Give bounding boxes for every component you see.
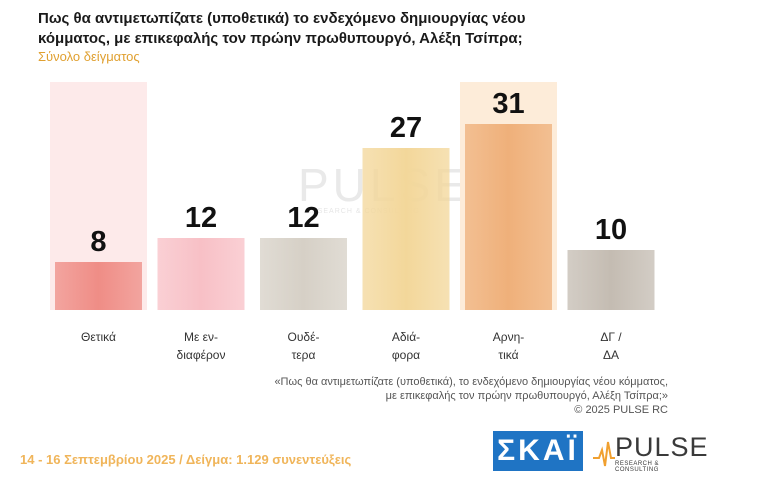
category-label-1-1: διαφέρον bbox=[177, 348, 226, 362]
category-label-2-0: Ουδέ- bbox=[288, 330, 320, 344]
pulse-logo-text: PULSE bbox=[615, 432, 709, 462]
value-label-0: 8 bbox=[90, 226, 106, 258]
skai-logo: ΣΚΑΪ bbox=[493, 431, 583, 471]
bar-0 bbox=[55, 262, 142, 310]
bar-2 bbox=[260, 238, 347, 310]
bar-chart: 8 Θετικά 12 Με εν-διαφέρον 12 Ουδέ-τερα 27 Αδιά… bbox=[50, 82, 655, 362]
question-quote: «Πως θα αντιμετωπίζατε (υποθετικά), το ε… bbox=[168, 375, 668, 417]
value-label-1: 12 bbox=[185, 202, 217, 234]
category-label-4-0: Αρνη- bbox=[493, 330, 525, 344]
value-label-3: 27 bbox=[390, 112, 422, 144]
category-label-5-0: ΔΓ / bbox=[600, 330, 622, 344]
category-label-0-0: Θετικά bbox=[81, 330, 116, 344]
pulse-wave-icon bbox=[593, 441, 615, 467]
quote-line-2: με επικεφαλής τον πρώην πρωθυπουργό, Αλέ… bbox=[385, 390, 668, 402]
bar-1 bbox=[157, 238, 245, 310]
pulse-logo-subtitle: RESEARCH & CONSULTING bbox=[615, 461, 660, 473]
bar-4 bbox=[465, 124, 552, 310]
quote-line-1: «Πως θα αντιμετωπίζατε (υποθετικά), το ε… bbox=[274, 376, 668, 388]
value-label-4: 31 bbox=[492, 88, 524, 120]
chart-subtitle: Σύνολο δείγματος bbox=[38, 49, 140, 64]
value-label-2: 12 bbox=[287, 202, 319, 234]
category-label-4-1: τικά bbox=[498, 348, 518, 362]
category-label-1-0: Με εν- bbox=[184, 330, 218, 344]
value-label-5: 10 bbox=[595, 214, 627, 246]
category-label-3-0: Αδιά- bbox=[392, 330, 420, 344]
bar-5 bbox=[567, 250, 655, 310]
survey-dates-sample: 14 - 16 Σεπτεμβρίου 2025 / Δείγμα: 1.129… bbox=[20, 452, 352, 467]
bar-3 bbox=[362, 148, 450, 310]
chart-title: Πως θα αντιμετωπίζατε (υποθετικά) το ενδ… bbox=[38, 10, 526, 47]
copyright: © 2025 PULSE RC bbox=[574, 404, 668, 416]
pulse-logo: PULSE RESEARCH & CONSULTING bbox=[593, 432, 708, 473]
pulse-watermark-subtitle: RESEARCH & CONSULTING bbox=[306, 208, 419, 215]
category-label-2-1: τερα bbox=[292, 348, 316, 362]
category-label-3-1: φορα bbox=[392, 348, 420, 362]
category-label-5-1: ΔΑ bbox=[603, 348, 619, 362]
